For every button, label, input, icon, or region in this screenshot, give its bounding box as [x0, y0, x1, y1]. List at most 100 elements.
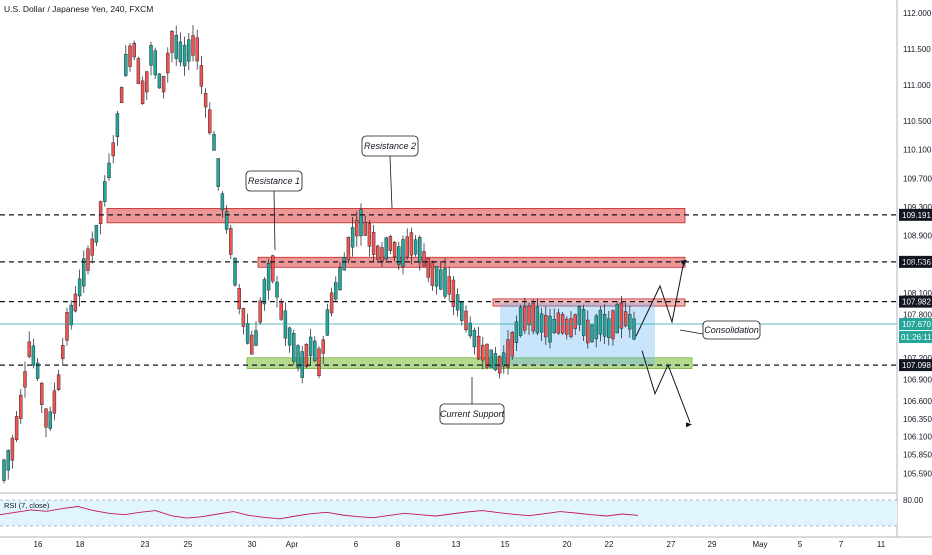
level-tag-label: 107.982: [902, 298, 931, 307]
candle-body: [317, 348, 321, 376]
candle-body: [552, 319, 556, 334]
callout-current-support-text: Current Support: [440, 409, 505, 419]
candle-body: [296, 345, 300, 368]
candle-body: [401, 239, 405, 267]
candle-body: [61, 344, 65, 360]
candle-body: [367, 223, 372, 247]
candle-body: [195, 37, 199, 62]
candle-body: [212, 134, 216, 151]
candle-body: [355, 220, 359, 237]
candle-body: [443, 268, 447, 297]
candle-body: [451, 279, 456, 307]
candle-body: [615, 304, 619, 334]
candle-body: [397, 246, 401, 265]
candle-body: [413, 239, 418, 255]
candle-body: [145, 71, 149, 93]
candle-body: [548, 315, 552, 343]
candle-body: [14, 416, 19, 440]
candle-body: [619, 302, 624, 329]
candle-body: [472, 329, 477, 348]
x-tick-label: 30: [248, 540, 257, 549]
candle-body: [229, 228, 233, 255]
candle-body: [107, 162, 111, 179]
candle-body: [136, 58, 141, 85]
candle-body: [262, 279, 267, 305]
level-tag-label: 109.191: [902, 211, 931, 220]
candle-body: [493, 353, 498, 371]
candle-body: [111, 142, 115, 157]
candle-body: [119, 87, 124, 104]
callout-resistance-2-box: [361, 135, 419, 157]
level-tag: [899, 255, 932, 268]
x-tick-label: 13: [452, 540, 461, 549]
current-price-tag: [899, 318, 932, 331]
candle-body: [10, 437, 15, 461]
projection-down-path: [641, 350, 691, 423]
candle-body: [73, 293, 78, 312]
candle-body: [98, 201, 103, 224]
candle-body: [65, 312, 69, 341]
candle-body: [586, 319, 590, 344]
candle-body: [485, 343, 489, 368]
candle-body: [371, 232, 376, 255]
candle-body: [405, 236, 409, 258]
x-tick-label: 20: [563, 540, 572, 549]
y-tick-label: 105.590: [903, 469, 932, 478]
candle-body: [52, 390, 57, 414]
x-tick-label: 6: [354, 540, 359, 549]
candle-body: [191, 35, 195, 56]
candle-body: [157, 73, 162, 89]
x-tick-label: Apr: [286, 540, 299, 549]
candle-body: [569, 318, 573, 337]
y-tick-label: 112.000: [903, 9, 932, 18]
candle-body: [283, 310, 288, 339]
candle-body: [258, 300, 262, 323]
rsi-band: [0, 500, 897, 526]
candle-body: [388, 236, 393, 251]
x-tick-label: 16: [34, 540, 43, 549]
candle-body: [224, 211, 229, 230]
candle-body: [321, 339, 325, 354]
candle-body: [44, 408, 48, 428]
x-tick-label: 15: [501, 540, 510, 549]
candle-body: [233, 257, 237, 286]
candle-body: [510, 332, 514, 357]
candle-body: [292, 333, 296, 362]
projection-up-path: [635, 260, 685, 337]
candle-body: [518, 307, 523, 336]
candle-body: [23, 371, 27, 388]
candle-body: [607, 318, 611, 338]
candle-body: [140, 80, 145, 104]
candle-body: [271, 255, 275, 282]
candle-body: [275, 281, 279, 298]
callout-consolidation-text: Consolidation: [704, 325, 759, 335]
candle-body: [86, 248, 90, 271]
candle-body: [556, 312, 561, 334]
x-tick-label: 7: [839, 540, 844, 549]
candle-body: [602, 313, 607, 337]
candle-body: [481, 344, 485, 361]
candle-body: [178, 41, 183, 63]
candle-body: [115, 113, 120, 138]
candle-body: [581, 309, 586, 336]
candle-body: [363, 222, 367, 236]
x-tick-label: 29: [708, 540, 717, 549]
y-tick-label: 105.850: [903, 451, 932, 460]
candle-body: [149, 45, 153, 66]
candle-body: [376, 245, 380, 260]
candle-body: [103, 181, 107, 202]
y-tick-label: 106.350: [903, 415, 932, 424]
candle-body: [468, 322, 472, 337]
candle-body: [447, 276, 451, 295]
candle-body: [439, 269, 443, 290]
y-tick-label: 106.900: [903, 375, 932, 384]
candle-body: [418, 237, 422, 263]
candle-body: [35, 362, 40, 379]
candle-body: [539, 313, 544, 333]
candle-body: [203, 93, 208, 108]
candle-body: [48, 411, 52, 429]
y-tick-label: 106.600: [903, 397, 932, 406]
candle-body: [237, 288, 241, 310]
candle-body: [514, 321, 519, 343]
y-tick-label: 106.100: [903, 433, 932, 442]
